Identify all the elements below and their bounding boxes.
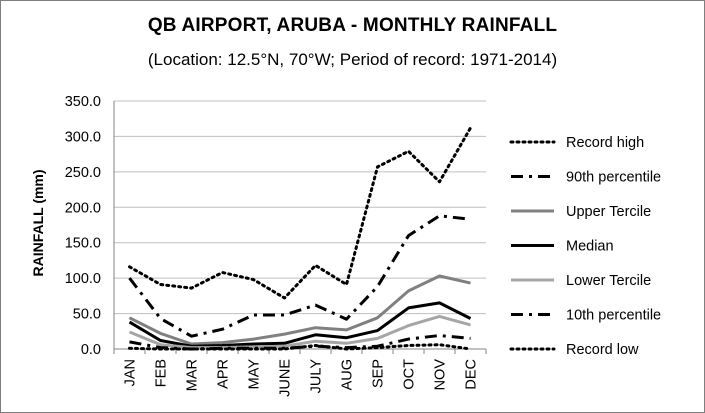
series-line-1 [128, 214, 471, 338]
y-tick-label: 250.0 [65, 165, 101, 181]
y-tick-label: 100.0 [65, 271, 101, 287]
x-tick-label: JULY [309, 359, 325, 394]
series-line-2 [128, 274, 471, 346]
gridlines [114, 100, 486, 315]
x-tick-label: AUG [340, 359, 356, 390]
x-tick-label: FEB [154, 359, 170, 387]
y-tick-label: 0.0 [81, 342, 101, 358]
legend-label-5: 10th percentile [566, 308, 661, 324]
x-tick-label: NOV [433, 359, 449, 391]
y-tick-label: 350.0 [65, 94, 101, 110]
x-tick-label: MAR [185, 359, 201, 391]
x-tick-label: MAY [247, 359, 263, 390]
legend-label-6: Record low [566, 342, 639, 358]
y-tick-label: 200.0 [65, 200, 101, 216]
x-tick-label: SEP [371, 359, 387, 388]
chart-subtitle: (Location: 12.5°N, 70°W; Period of recor… [147, 50, 558, 69]
legend-label-3: Median [566, 239, 614, 255]
x-tick-label: JAN [123, 359, 139, 386]
y-tick-label: 150.0 [65, 236, 101, 252]
x-tick-label: OCT [402, 359, 418, 390]
axes: 0.0 50.0 100.0 150.0 200.0 250.0 300.0 350.0 JAN… [65, 94, 487, 397]
x-tick-label: APR [216, 359, 232, 389]
legend-label-1: 90th percentile [566, 170, 661, 186]
chart-title: QB AIRPORT, ARUBA - MONTHLY RAINFALL [147, 15, 558, 36]
x-tick-label: DEC [464, 359, 480, 390]
legend-label-2: Upper Tercile [566, 204, 651, 220]
y-tick-label: 300.0 [65, 129, 101, 145]
series-line-3 [128, 301, 472, 348]
series-lines [128, 126, 472, 351]
series-line-4 [128, 314, 471, 350]
legend: Record high 90th percentile Upper Tercile M… [509, 135, 661, 358]
series-line-6 [128, 343, 472, 351]
series-line-0 [128, 126, 472, 300]
x-tick-label: JUNE [278, 359, 294, 397]
y-tick-label: 50.0 [73, 307, 101, 323]
legend-label-4: Lower Tercile [566, 273, 651, 289]
y-axis-title: RAINFALL (mm) [30, 169, 46, 276]
legend-label-0: Record high [566, 135, 644, 151]
